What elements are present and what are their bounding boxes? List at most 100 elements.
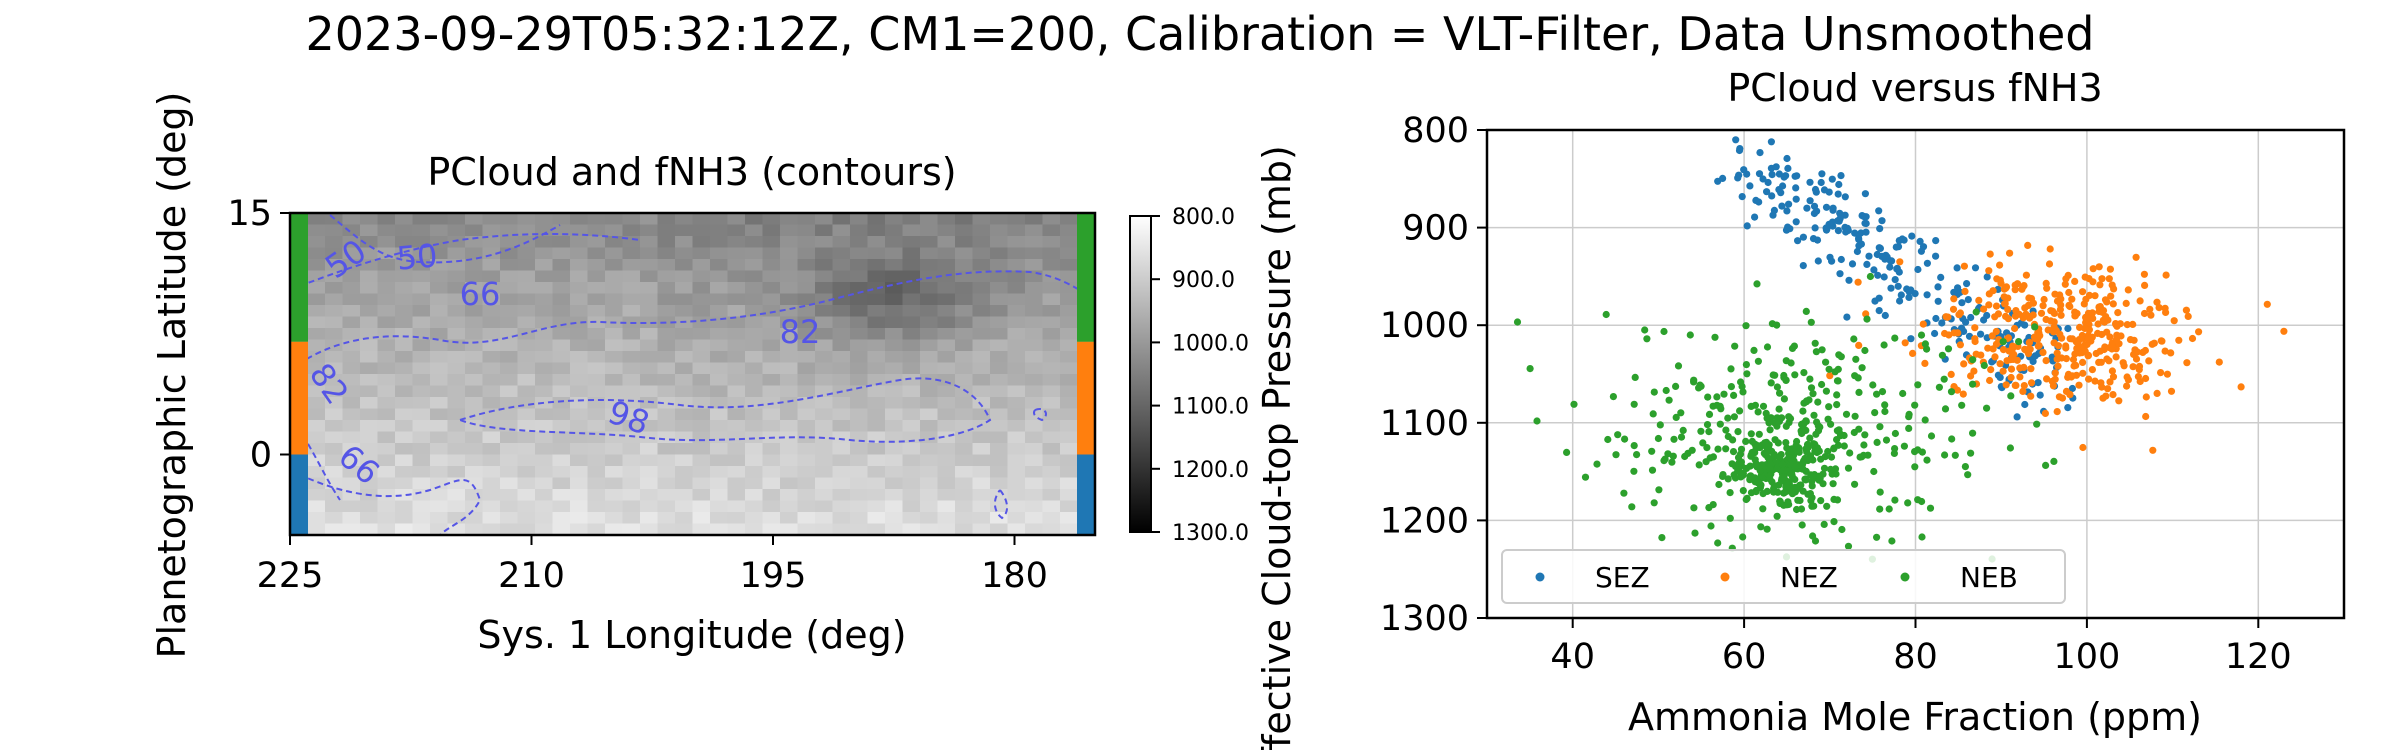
scatter-point [1654,434,1662,443]
map-cell [902,431,921,444]
scatter-point [2012,381,2020,389]
colorbar-tick-label: 800.0 [1172,205,1235,230]
scatter-point [1732,136,1740,144]
map-cell [675,385,694,398]
scatter-point [1620,489,1628,497]
map-cell [1025,512,1044,525]
scatter-point [1835,351,1843,359]
map-cell [727,477,746,490]
map-cell [587,362,606,375]
scatter-point [1999,367,2007,375]
map-cell [832,224,851,237]
map-cell [465,270,484,283]
scatter-point [1742,437,1750,445]
map-cell [517,316,536,329]
map-cell [780,270,799,283]
scatter-point [2000,293,2008,301]
scatter-point [1792,218,1800,226]
map-cell [360,443,379,456]
scatter-point [1722,445,1730,453]
colorbar-tick-label: 1000.0 [1172,331,1249,356]
map-cell [640,213,659,226]
scatter-point [1602,310,1610,319]
scatter-point [1842,410,1851,418]
scatter-point [1827,465,1835,473]
map-cell [832,500,851,513]
map-cell [937,236,956,249]
scatter-point [1907,335,1915,343]
map-cell [797,431,816,444]
scatter-point [2046,245,2054,253]
scatter-point [1999,338,2007,346]
scatter-point [1799,487,1807,495]
map-cell [1060,385,1079,398]
map-cell [430,362,449,375]
map-cell [500,282,519,295]
scatter-point [1713,393,1721,401]
scatter-point [1806,178,1814,186]
scatter-point [1797,505,1806,513]
scatter-point [1844,464,1853,472]
scatter-point [2115,397,2123,405]
map-cell [1025,443,1044,456]
scatter-point [2050,457,2058,465]
map-cell [342,443,361,456]
map-cell [902,316,921,329]
map-cell [902,477,921,490]
map-cell [867,512,886,525]
map-cell [850,374,869,387]
map-cell [500,466,519,479]
map-cell [762,374,781,387]
map-cell [360,362,379,375]
map-cell [1007,282,1026,295]
map-cell [710,305,729,318]
map-cell [465,316,484,329]
scatter-point [1923,456,1931,464]
map-cell [1007,512,1026,525]
map-cell [605,466,624,479]
map-cell [972,339,991,352]
map-cell [622,374,641,387]
map-cell [692,316,711,329]
scatter-point [1944,345,1953,353]
scatter-point [1711,333,1719,341]
scatter-point [1739,487,1747,495]
scatter-point [2094,320,2102,328]
scatter-point [1865,252,1873,260]
map-cell [780,397,799,410]
scatter-point [1833,436,1841,444]
scatter-point [1828,175,1836,183]
scatter-point [1656,421,1664,429]
map-cell [832,213,851,226]
scatter-point [1810,471,1818,479]
map-cell [1060,408,1079,421]
map-cell [920,500,939,513]
map-cell [535,408,554,421]
map-cell [342,270,361,283]
map-cell [640,316,659,329]
scatter-point [1773,321,1781,329]
scatter-point [1897,291,1905,299]
scatter-point [1949,305,1958,313]
scatter-point [1905,410,1913,418]
map-cell [1025,374,1044,387]
map-cell [727,420,746,433]
map-cell [342,213,361,226]
map-cell [745,270,764,283]
map-cell [605,328,624,341]
map-cell [710,270,729,283]
scatter-point [2065,288,2073,297]
map-cell [675,293,694,306]
map-cell [850,512,869,525]
scatter-point [1763,414,1771,422]
scatter-point [1785,500,1793,509]
map-cell [500,224,519,237]
scatter-point [1776,497,1784,506]
map-cell [727,443,746,456]
map-cell [640,500,659,513]
scatter-point [1734,174,1742,182]
scatter-point [1697,427,1705,435]
scatter-point [1755,430,1763,438]
map-cell [412,408,431,421]
